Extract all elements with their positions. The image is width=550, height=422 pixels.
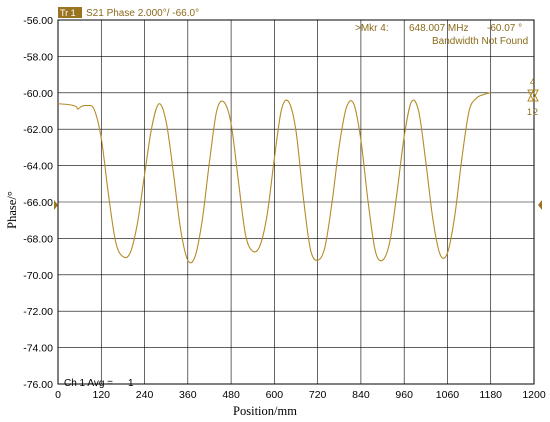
- x-tick-label: 1060: [436, 389, 460, 401]
- marker-value: -60.07 °: [487, 23, 522, 34]
- x-tick-label: 480: [222, 389, 240, 401]
- x-axis-title: Position/mm: [233, 404, 297, 418]
- y-tick-label: -60.00: [23, 88, 53, 100]
- channel-avg-value: 1: [128, 378, 134, 389]
- channel-avg-label: Ch 1 Avg =: [64, 378, 113, 389]
- trace-badge: Tr 1: [60, 8, 76, 18]
- series-line-s21-phase: [57, 92, 491, 264]
- x-tick-label: 840: [352, 389, 370, 401]
- x-tick-label: 1200: [522, 389, 546, 401]
- x-tick-label: 720: [309, 389, 327, 401]
- x-tick-label: 360: [179, 389, 197, 401]
- y-tick-label: -74.00: [23, 343, 53, 355]
- marker-number-2: 2: [533, 107, 538, 117]
- x-tick-label: 240: [136, 389, 154, 401]
- marker-frequency: 648.007 MHz: [409, 23, 468, 34]
- marker-bandwidth: Bandwidth Not Found: [432, 36, 528, 47]
- marker-label: >Mkr 4:: [355, 23, 389, 34]
- y-tick-label: -72.00: [23, 306, 53, 318]
- y-tick-label: -66.00: [23, 197, 53, 209]
- y-tick-label: -68.00: [23, 233, 53, 245]
- marker-number-4: 4: [530, 77, 535, 87]
- x-tick-labels: 0 120 240 360 480 600 720 840 960 1060 1180 1200: [55, 389, 546, 401]
- x-tick-label: 960: [395, 389, 413, 401]
- y-tick-label: -56.00: [23, 15, 53, 27]
- trace-header: S21 Phase 2.000°/ -66.0°: [86, 8, 199, 19]
- y-tick-label: -70.00: [23, 270, 53, 282]
- reference-level-right-arrow: [538, 200, 542, 210]
- marker-triangle-icon-2: [527, 89, 539, 102]
- trace-badge-box: [58, 7, 82, 18]
- y-tick-labels: -56.00 -58.00 -60.00 -62.00 -64.00 -66.00 -68.…: [23, 15, 53, 391]
- y-tick-label: -76.00: [23, 379, 53, 391]
- x-tick-label: 0: [55, 389, 61, 401]
- y-axis-title: Phase/°: [5, 191, 19, 229]
- plot-border: [57, 19, 535, 385]
- y-tick-label: -64.00: [23, 161, 53, 173]
- x-tick-label: 120: [93, 389, 111, 401]
- marker-number-1: 1: [527, 107, 532, 117]
- y-tick-label: -58.00: [23, 51, 53, 63]
- reference-level-left-arrow: [54, 200, 58, 210]
- x-tick-label: 1180: [479, 389, 502, 401]
- y-tick-label: -62.00: [23, 124, 53, 136]
- x-tick-label: 600: [266, 389, 284, 401]
